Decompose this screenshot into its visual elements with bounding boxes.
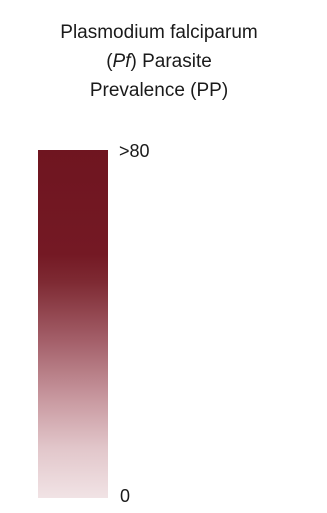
colorbar-gradient <box>38 150 108 498</box>
legend-title: Plasmodium falciparum (Pf) Parasite Prev… <box>0 18 318 105</box>
colorbar-tick-max: >80 <box>119 141 150 161</box>
legend-title-parasite: ) Parasite <box>130 51 212 72</box>
colorbar-tick-min: 0 <box>120 486 131 506</box>
legend-title-line-1: Plasmodium falciparum <box>60 22 258 43</box>
legend-title-paren-open: ( <box>106 51 113 72</box>
legend-title-line-3: Prevalence (PP) <box>89 80 229 101</box>
legend-title-line-2: (Pf) Parasite <box>0 47 318 76</box>
legend-title-species-abbrev: Pf <box>112 51 131 72</box>
